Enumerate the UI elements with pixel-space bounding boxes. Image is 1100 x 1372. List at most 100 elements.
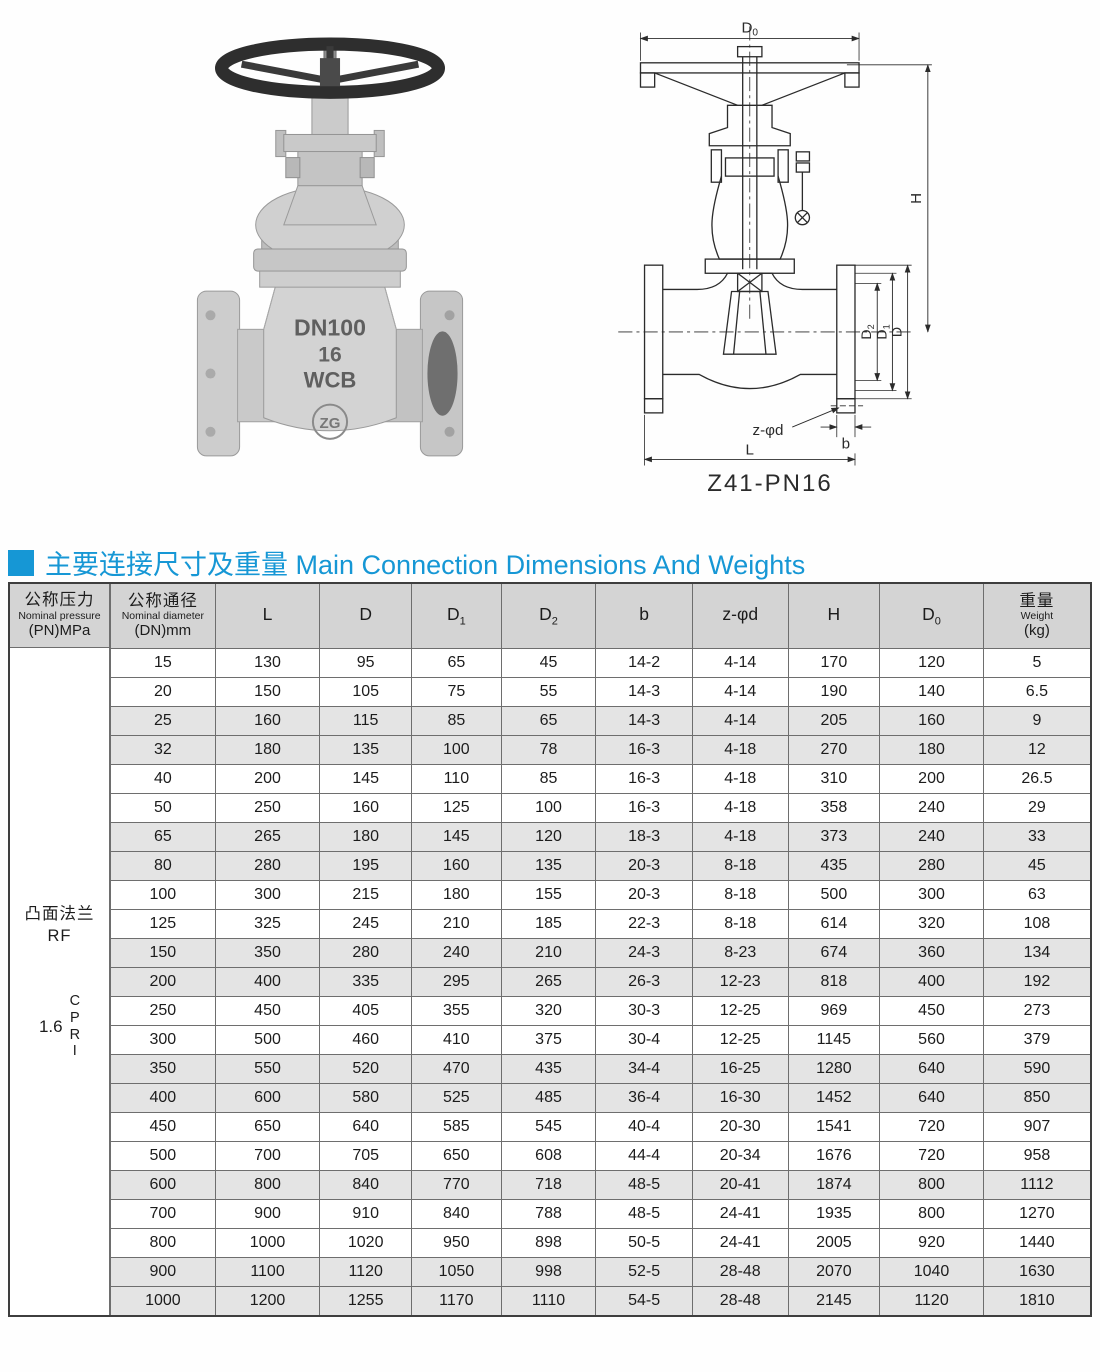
cell-weight: 1112 [982, 1169, 1090, 1200]
cell-dn: 700 [110, 1198, 216, 1229]
cell-weight: 26.5 [982, 763, 1090, 794]
cell-d0: 720 [879, 1111, 984, 1142]
cell-b: 54-5 [595, 1285, 693, 1315]
table-row: 50 250 160 125 100 16-3 4-18 358 240 29 [110, 792, 1090, 823]
col-header-d0: D0 [879, 584, 984, 649]
cell-d: 910 [319, 1198, 413, 1229]
cell-weight: 192 [982, 966, 1090, 997]
section-title-text: 主要连接尺寸及重量 Main Connection Dimensions And… [45, 550, 806, 580]
table-row: 125 325 245 210 185 22-3 8-18 614 320 10… [110, 908, 1090, 939]
cell-dn: 1000 [110, 1285, 216, 1315]
cell-d2: 545 [500, 1111, 597, 1142]
cell-d1: 1050 [411, 1256, 502, 1287]
cell-d2: 78 [500, 734, 597, 765]
cell-weight: 1440 [982, 1227, 1090, 1258]
table-row: 700 900 910 840 788 48-5 24-41 1935 800 … [110, 1198, 1090, 1229]
body-marking-dn: DN100 [294, 314, 366, 340]
dim-label-d1: D1 [874, 324, 891, 339]
cell-d1: 650 [411, 1140, 502, 1171]
cell-d0: 240 [879, 821, 984, 852]
cell-d0: 800 [879, 1198, 984, 1229]
cell-l: 600 [214, 1082, 321, 1113]
cell-h: 2145 [787, 1285, 881, 1315]
cell-h: 614 [787, 908, 881, 939]
table-row: 65 265 180 145 120 18-3 4-18 373 240 33 [110, 821, 1090, 852]
cell-b: 20-3 [595, 850, 693, 881]
cell-dn: 80 [110, 850, 216, 881]
cell-d2: 265 [500, 966, 597, 997]
series-code-vertical: C P R I [69, 993, 81, 1060]
cell-h: 2005 [787, 1227, 881, 1258]
cell-h: 818 [787, 966, 881, 997]
cell-zd: 20-34 [691, 1140, 789, 1171]
cell-d1: 240 [411, 937, 502, 968]
cell-b: 36-4 [595, 1082, 693, 1113]
body-marking-pn: 16 [318, 343, 341, 366]
cell-l: 800 [214, 1169, 321, 1200]
pressure-column: 公称压力 Nominal pressure (PN)MPa 凸面法兰 RF 1.… [10, 584, 110, 1315]
cell-weight: 45 [982, 850, 1090, 881]
cell-weight: 907 [982, 1111, 1090, 1142]
cell-d1: 85 [411, 705, 502, 736]
cell-dn: 500 [110, 1140, 216, 1171]
cell-weight: 5 [982, 647, 1090, 678]
cell-zd: 4-18 [691, 821, 789, 852]
cell-d2: 608 [500, 1140, 597, 1171]
cell-l: 325 [214, 908, 321, 939]
cell-d2: 120 [500, 821, 597, 852]
cell-weight: 108 [982, 908, 1090, 939]
cell-zd: 8-18 [691, 879, 789, 910]
cell-d2: 155 [500, 879, 597, 910]
cell-d: 580 [319, 1082, 413, 1113]
cell-d2: 788 [500, 1198, 597, 1229]
cell-dn: 200 [110, 966, 216, 997]
flange-type-label: 凸面法兰 RF [24, 904, 95, 946]
cell-l: 650 [214, 1111, 321, 1142]
cell-d0: 180 [879, 734, 984, 765]
cell-h: 1452 [787, 1082, 881, 1113]
cell-d: 705 [319, 1140, 413, 1171]
cell-d: 160 [319, 792, 413, 823]
cell-zd: 20-30 [691, 1111, 789, 1142]
cell-h: 1541 [787, 1111, 881, 1142]
cell-d2: 55 [500, 676, 597, 707]
cell-d0: 1040 [879, 1256, 984, 1287]
cell-zd: 20-41 [691, 1169, 789, 1200]
body-marking-material: WCB [304, 368, 357, 393]
cell-b: 48-5 [595, 1169, 693, 1200]
cell-dn: 15 [110, 647, 216, 678]
cell-l: 200 [214, 763, 321, 794]
cell-d2: 185 [500, 908, 597, 939]
cell-dn: 300 [110, 1024, 216, 1055]
cell-weight: 1270 [982, 1198, 1090, 1229]
cell-zd: 4-18 [691, 792, 789, 823]
cell-dn: 400 [110, 1082, 216, 1113]
cell-b: 14-3 [595, 705, 693, 736]
drawing-caption: Z41-PN16 [707, 470, 833, 497]
cell-zd: 12-23 [691, 966, 789, 997]
cell-l: 1200 [214, 1285, 321, 1315]
cell-weight: 850 [982, 1082, 1090, 1113]
cell-dn: 100 [110, 879, 216, 910]
cell-l: 700 [214, 1140, 321, 1171]
cell-b: 20-3 [595, 879, 693, 910]
cell-b: 16-3 [595, 734, 693, 765]
cell-d2: 320 [500, 995, 597, 1026]
cell-b: 16-3 [595, 792, 693, 823]
cell-dn: 32 [110, 734, 216, 765]
dim-label-z-phi-d: z-φd [753, 422, 784, 439]
cell-l: 1100 [214, 1256, 321, 1287]
cell-d: 245 [319, 908, 413, 939]
cell-d0: 920 [879, 1227, 984, 1258]
cell-d0: 450 [879, 995, 984, 1026]
col-header-l: L [214, 584, 321, 649]
cell-d1: 110 [411, 763, 502, 794]
cell-d: 405 [319, 995, 413, 1026]
cell-b: 48-5 [595, 1198, 693, 1229]
dim-label-h: H [908, 193, 925, 204]
cell-d0: 280 [879, 850, 984, 881]
cell-d2: 45 [500, 647, 597, 678]
cell-d: 1020 [319, 1227, 413, 1258]
cell-l: 550 [214, 1053, 321, 1084]
table-row: 450 650 640 585 545 40-4 20-30 1541 720 … [110, 1111, 1090, 1142]
